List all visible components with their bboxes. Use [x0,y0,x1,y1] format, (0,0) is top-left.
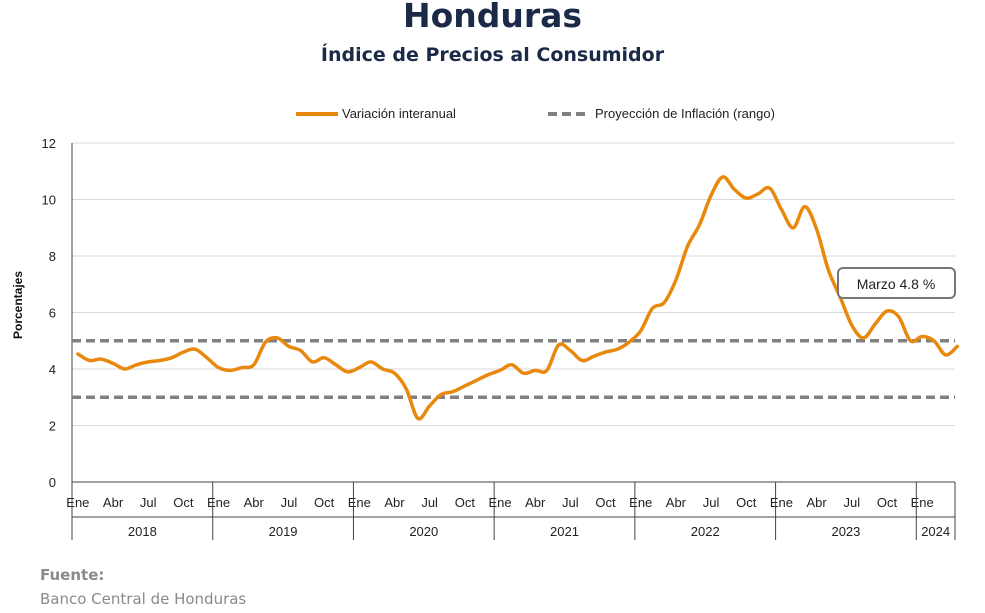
y-tick-label: 4 [49,362,56,377]
year-label: 2024 [921,524,950,539]
y-tick-label: 8 [49,249,56,264]
y-tick-label: 12 [42,136,56,151]
x-tick-label: Ene [770,495,793,510]
y-tick-label: 0 [49,475,56,490]
year-label: 2021 [550,524,579,539]
y-tick-label: 10 [42,193,56,208]
x-tick-label: Oct [736,495,757,510]
projection-lines [72,339,955,399]
chart-svg: 0 2 4 6 8 10 12 Ene Abr Jul Oct 2018 Ene Abr Jul Oct 20… [11,106,960,540]
x-tick-label: Abr [807,495,828,510]
x-tick-label: Oct [455,495,476,510]
x-axis-ticks: Ene Abr Jul Oct 2018 Ene Abr Jul Oct 2019 Ene Abr Ju… [66,482,956,540]
year-label: 2022 [691,524,720,539]
x-tick-label: Ene [207,495,230,510]
x-tick-label: Ene [911,495,934,510]
x-tick-label: Jul [703,495,720,510]
x-tick-label: Oct [877,495,898,510]
x-tick-label: Ene [66,495,89,510]
x-tick-label: Oct [314,495,335,510]
legend-label-series: Variación interanual [342,106,456,121]
x-tick-label: Abr [666,495,687,510]
y-axis-label: Porcentajes [11,271,25,339]
chart-subtitle: Índice de Precios al Consumidor [320,44,665,66]
x-tick-label: Jul [562,495,579,510]
chart-title: Honduras [402,0,583,35]
annotation-box [837,267,956,299]
y-tick-label: 2 [49,419,56,434]
year-label: 2023 [831,524,860,539]
x-tick-label: Ene [488,495,511,510]
annotation-text: Marzo 4.8 % [857,276,936,292]
series-line-variacion-interanual [76,175,960,421]
annotation: Marzo 4.8 % [837,267,956,299]
x-tick-label: Jul [843,495,860,510]
x-tick-label: Jul [281,495,298,510]
x-tick-label: Oct [173,495,194,510]
x-tick-label: Jul [421,495,438,510]
legend: Variación interanual Proyección de Inflac… [296,106,775,121]
axes [71,143,955,483]
x-tick-label: Ene [348,495,371,510]
y-axis-ticks: 0 2 4 6 8 10 12 [42,136,56,490]
year-label: 2020 [409,524,438,539]
source-text: Banco Central de Honduras [40,590,247,608]
gridlines [72,142,955,483]
x-tick-label: Abr [103,495,124,510]
x-tick-label: Ene [629,495,652,510]
x-tick-label: Abr [244,495,265,510]
y-tick-label: 6 [49,306,56,321]
x-tick-label: Jul [140,495,157,510]
year-label: 2019 [269,524,298,539]
source-heading: Fuente: [40,566,105,584]
legend-label-projection: Proyección de Inflación (rango) [595,106,775,121]
series-lines [76,175,960,421]
x-tick-label: Abr [384,495,405,510]
x-tick-label: Abr [525,495,546,510]
year-label: 2018 [128,524,157,539]
x-tick-label: Oct [595,495,616,510]
